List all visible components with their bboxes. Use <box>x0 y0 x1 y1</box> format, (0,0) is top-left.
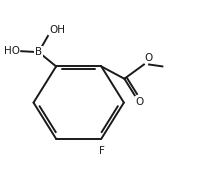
Text: O: O <box>136 97 144 108</box>
Text: OH: OH <box>49 25 65 35</box>
Text: B: B <box>35 47 42 57</box>
Text: O: O <box>145 53 153 63</box>
Text: F: F <box>99 146 105 156</box>
Text: HO: HO <box>4 46 20 56</box>
